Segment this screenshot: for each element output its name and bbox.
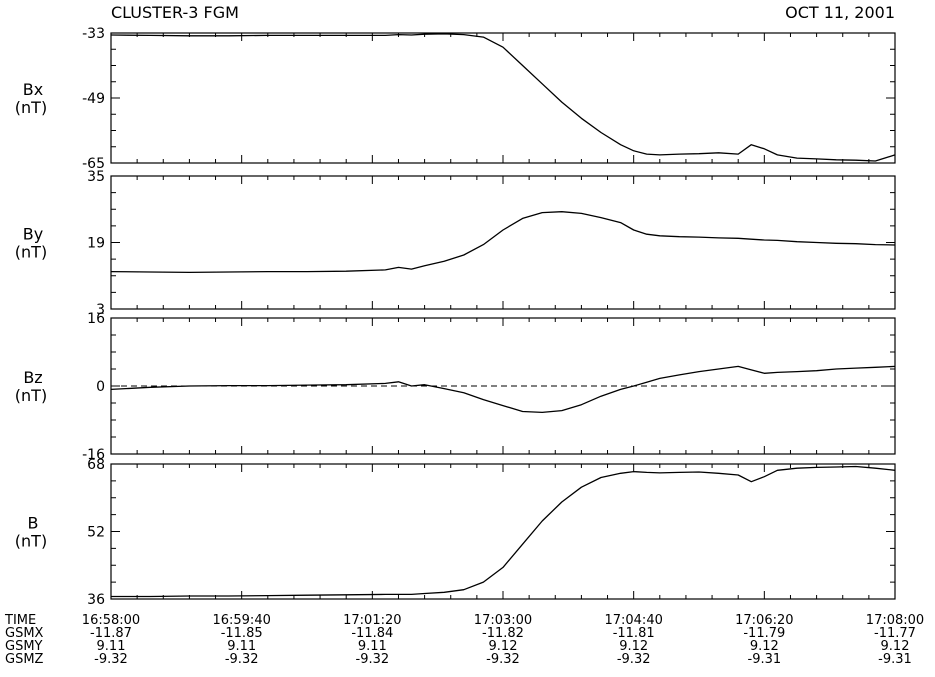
time-axis-time-value: 17:03:00: [474, 613, 532, 628]
y-axis-unit: (nT): [15, 532, 47, 551]
panel-frame: [110, 32, 896, 164]
y-tick-label: -16: [82, 447, 105, 463]
time-axis-gsmx-value: -11.84: [351, 626, 393, 641]
time-axis-gsmy-value: 9.12: [619, 639, 648, 654]
panels: -33-49-65Bx(nT)35193By(nT)160-16Bz(nT)68…: [15, 26, 896, 608]
time-axis-gsmy-value: 9.12: [489, 639, 518, 654]
y-tick-label: 68: [87, 457, 105, 473]
time-axis-gsmy-value: 9.11: [358, 639, 387, 654]
y-tick-label: 16: [87, 311, 105, 327]
y-tick-label: -49: [82, 91, 105, 107]
time-axis-gsmx-value: -11.82: [482, 626, 524, 641]
date-label: OCT 11, 2001: [785, 3, 895, 22]
time-axis-gsmz-value: -9.32: [356, 652, 390, 667]
y-axis-name: B: [28, 514, 39, 533]
time-axis-time-value: 16:58:00: [82, 613, 140, 628]
y-tick-label: 52: [87, 525, 105, 541]
panel-by: 35 19 3 By(nT): [15, 169, 896, 318]
time-axis-time-value: 16:59:40: [212, 613, 270, 628]
time-axis-gsmz-value: -9.31: [878, 652, 912, 667]
y-axis-name: Bz: [23, 368, 42, 387]
time-axis-gsmz-value: -9.32: [225, 652, 259, 667]
y-axis-unit: (nT): [15, 98, 47, 117]
row-label-time: TIME: [4, 613, 36, 628]
time-axis-gsmx-value: -11.87: [90, 626, 132, 641]
time-axis-time-value: 17:06:20: [735, 613, 793, 628]
y-axis-unit: (nT): [15, 243, 47, 262]
series-bz-line: [110, 365, 896, 414]
time-axis-gsmy-value: 9.11: [227, 639, 256, 654]
row-label-gsmy: GSMY: [5, 639, 43, 654]
time-axis-gsmy-value: 9.12: [750, 639, 779, 654]
panel-frame: [110, 463, 896, 600]
panel-frame: [110, 175, 896, 310]
time-axis-gsmz-value: -9.31: [748, 652, 782, 667]
panel-bz: 16 0 -16 Bz(nT): [15, 311, 896, 463]
y-tick-label: 35: [87, 169, 105, 185]
time-axis-time-value: 17:01:20: [343, 613, 401, 628]
time-axis-footer: TIMEGSMXGSMYGSMZ16:58:00-11.879.11-9.321…: [4, 613, 924, 667]
y-tick-label: 19: [87, 236, 105, 252]
series-by-line: [110, 211, 896, 274]
series-b-line: [111, 465, 896, 598]
time-axis-gsmx-value: -11.79: [743, 626, 785, 641]
time-axis-gsmz-value: -9.32: [486, 652, 520, 667]
time-axis-gsmx-value: -11.77: [874, 626, 916, 641]
time-axis-gsmx-value: -11.81: [613, 626, 655, 641]
y-tick-label: 0: [96, 379, 105, 395]
y-tick-label: 36: [87, 592, 105, 608]
panel-b: 68 52 36 B(nT): [15, 457, 896, 608]
row-label-gsmz: GSMZ: [5, 652, 44, 667]
time-axis-gsmz-value: -9.32: [94, 652, 128, 667]
time-axis-gsmy-value: 9.12: [881, 639, 910, 654]
panel-bx: -33 -49 -65 Bx(nT): [15, 26, 896, 172]
time-axis-time-value: 17:08:00: [866, 613, 924, 628]
y-tick-label: 3: [96, 302, 105, 318]
y-tick-label: -33: [82, 26, 105, 42]
y-axis-name: By: [23, 225, 43, 244]
instrument-title: CLUSTER-3 FGM: [111, 3, 239, 22]
series-bx-line: [110, 33, 896, 162]
time-axis-time-value: 17:04:40: [604, 613, 662, 628]
row-label-gsmx: GSMX: [5, 626, 44, 641]
time-axis-gsmx-value: -11.85: [221, 626, 263, 641]
time-axis-gsmz-value: -9.32: [617, 652, 651, 667]
y-axis-unit: (nT): [15, 386, 47, 405]
time-axis-gsmy-value: 9.11: [97, 639, 126, 654]
y-axis-name: Bx: [23, 80, 43, 99]
y-tick-label: -65: [82, 156, 105, 172]
